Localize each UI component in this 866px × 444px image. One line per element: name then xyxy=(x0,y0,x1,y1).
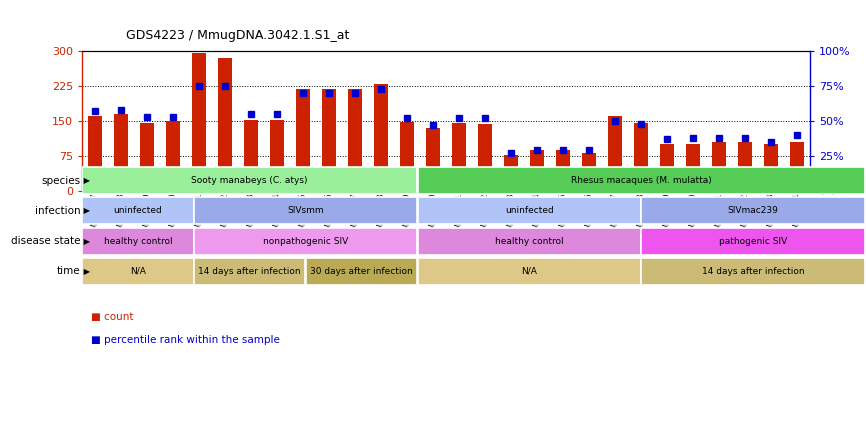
Bar xyxy=(82,197,193,225)
Text: uninfected: uninfected xyxy=(113,206,162,215)
Bar xyxy=(140,123,154,191)
Bar xyxy=(642,227,864,255)
Text: time: time xyxy=(57,266,81,276)
Bar xyxy=(82,258,193,285)
Bar xyxy=(88,116,102,191)
Bar xyxy=(417,197,641,225)
Text: ▶: ▶ xyxy=(81,176,90,185)
Bar xyxy=(634,123,648,191)
Text: SIVmac239: SIVmac239 xyxy=(727,206,779,215)
Bar xyxy=(244,119,258,191)
Bar xyxy=(417,227,641,255)
Bar xyxy=(270,119,284,191)
Text: 14 days after infection: 14 days after infection xyxy=(198,267,301,276)
Bar xyxy=(417,258,641,285)
Bar xyxy=(530,150,544,191)
Text: disease state: disease state xyxy=(11,236,81,246)
Text: ▶: ▶ xyxy=(81,237,90,246)
Bar xyxy=(556,150,570,191)
Bar xyxy=(478,124,492,191)
Bar xyxy=(582,153,596,191)
Text: healthy control: healthy control xyxy=(495,237,564,246)
Text: N/A: N/A xyxy=(130,267,145,276)
Bar xyxy=(194,227,417,255)
Bar xyxy=(82,167,417,194)
Bar xyxy=(790,142,804,191)
Text: Sooty manabeys (C. atys): Sooty manabeys (C. atys) xyxy=(191,176,308,185)
Text: species: species xyxy=(42,176,81,186)
Bar xyxy=(608,116,622,191)
Bar xyxy=(660,144,674,191)
Bar xyxy=(764,144,778,191)
Bar xyxy=(686,144,700,191)
Bar xyxy=(194,258,306,285)
Text: healthy control: healthy control xyxy=(104,237,172,246)
Bar xyxy=(114,114,128,191)
Bar xyxy=(452,123,466,191)
Text: ■ percentile rank within the sample: ■ percentile rank within the sample xyxy=(91,335,280,345)
Bar xyxy=(166,121,180,191)
Text: pathogenic SIV: pathogenic SIV xyxy=(719,237,787,246)
Bar xyxy=(192,53,206,191)
Text: SIVsmm: SIVsmm xyxy=(288,206,324,215)
Bar xyxy=(296,89,310,191)
Text: GDS4223 / MmugDNA.3042.1.S1_at: GDS4223 / MmugDNA.3042.1.S1_at xyxy=(126,29,349,42)
Bar xyxy=(306,258,417,285)
Bar xyxy=(712,142,726,191)
Bar xyxy=(738,142,752,191)
Bar xyxy=(194,197,417,225)
Text: Rhesus macaques (M. mulatta): Rhesus macaques (M. mulatta) xyxy=(571,176,712,185)
Text: infection: infection xyxy=(35,206,81,216)
Bar xyxy=(374,84,388,191)
Bar xyxy=(426,128,440,191)
Text: ▶: ▶ xyxy=(81,267,90,276)
Bar xyxy=(642,197,864,225)
Text: 30 days after infection: 30 days after infection xyxy=(310,267,413,276)
Text: ▶: ▶ xyxy=(81,206,90,215)
Text: nonpathogenic SIV: nonpathogenic SIV xyxy=(263,237,348,246)
Bar xyxy=(642,258,864,285)
Text: 14 days after infection: 14 days after infection xyxy=(701,267,805,276)
Bar xyxy=(322,89,336,191)
Bar xyxy=(348,89,362,191)
Text: N/A: N/A xyxy=(521,267,537,276)
Bar xyxy=(218,58,232,191)
Bar xyxy=(504,155,518,191)
Bar xyxy=(417,167,864,194)
Bar xyxy=(400,122,414,191)
Bar xyxy=(82,227,193,255)
Text: uninfected: uninfected xyxy=(505,206,553,215)
Text: ■ count: ■ count xyxy=(91,313,133,322)
